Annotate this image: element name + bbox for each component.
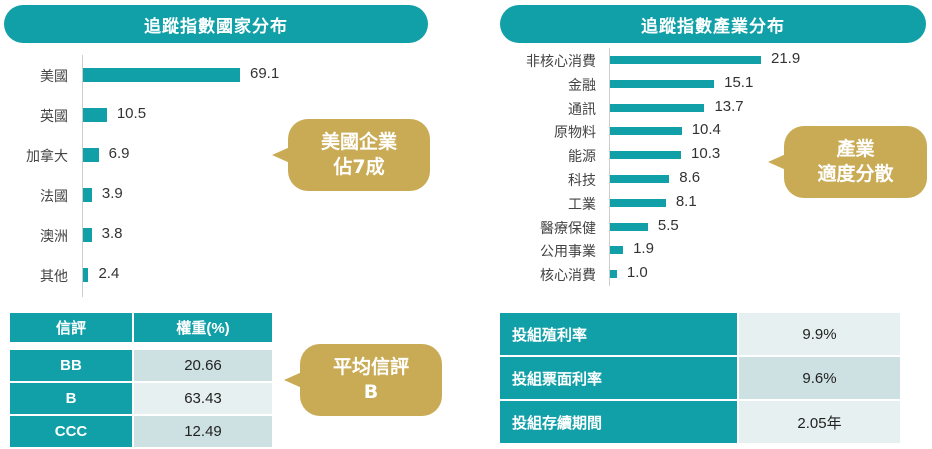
portfolio-table: 投組殖利率 9.9% 投組票面利率 9.6% 投組存續期間 2.05年 <box>498 311 902 445</box>
table-row: 投組票面利率 9.6% <box>500 357 900 399</box>
bar <box>610 222 648 231</box>
metric-label: 投組存續期間 <box>500 401 737 443</box>
value-label: 21.9 <box>771 50 801 67</box>
callout-line: 美國企業 <box>320 131 397 154</box>
weight-cell: 63.43 <box>134 383 272 414</box>
category-label: 原物料 <box>554 125 596 142</box>
value-label: 10.3 <box>691 145 721 163</box>
metric-value: 9.6% <box>739 357 900 399</box>
bar <box>83 188 92 202</box>
weight-cell: 12.49 <box>134 416 272 447</box>
header-weight: 權重(%) <box>134 313 272 342</box>
country-axis <box>82 55 83 297</box>
value-label: 10.4 <box>691 121 721 139</box>
metric-label: 投組殖利率 <box>500 313 737 355</box>
table-row: BB 20.66 <box>10 350 272 381</box>
bar <box>83 108 107 122</box>
callout-line: B <box>363 381 379 403</box>
bar <box>83 228 92 242</box>
bar <box>83 68 240 82</box>
rating-cell: BB <box>10 350 132 381</box>
callout-line: 適度分散 <box>817 163 894 185</box>
callout-line: 產業 <box>836 138 875 161</box>
value-label: 1.0 <box>626 264 648 282</box>
table-row: B 63.43 <box>10 383 272 414</box>
bar <box>610 246 624 255</box>
bar <box>83 268 89 282</box>
value-label: 69.1 <box>250 65 280 82</box>
sector-chart-title: 追蹤指數產業分布 <box>500 5 926 43</box>
bar <box>610 175 670 183</box>
value-label: 13.7 <box>714 97 744 115</box>
value-label: 8.6 <box>679 169 701 186</box>
table-row: 投組殖利率 9.9% <box>500 313 900 355</box>
sector-axis <box>609 48 610 286</box>
value-label: 6.9 <box>108 145 130 162</box>
category-label: 英國 <box>40 109 68 125</box>
country-chart-title: 追蹤指數國家分布 <box>4 5 428 43</box>
callout-line: 平均信評 <box>332 356 409 379</box>
bar <box>610 127 682 136</box>
category-label: 公用事業 <box>540 244 596 261</box>
rating-cell: CCC <box>10 416 132 447</box>
value-label: 10.5 <box>116 105 147 122</box>
country-callout: 美國企業 佔7成 <box>272 119 430 191</box>
category-label: 其他 <box>40 269 68 285</box>
bar <box>610 103 705 112</box>
bar <box>610 270 617 279</box>
table-row: 投組存續期間 2.05年 <box>500 401 900 443</box>
category-label: 美國 <box>40 69 68 85</box>
value-label: 1.9 <box>633 240 654 258</box>
rating-callout: 平均信評 B <box>284 344 442 416</box>
category-label: 通訊 <box>568 101 596 118</box>
value-label: 3.8 <box>101 225 123 242</box>
weight-cell: 20.66 <box>134 350 272 381</box>
category-label: 澳洲 <box>40 229 68 245</box>
category-label: 能源 <box>568 149 596 166</box>
rating-cell: B <box>10 383 132 414</box>
value-label: 3.9 <box>101 185 123 202</box>
header-rating: 信評 <box>10 313 132 342</box>
category-label: 科技 <box>568 173 596 189</box>
bar <box>610 198 666 207</box>
sector-callout: 產業 適度分散 <box>768 126 927 198</box>
value-label: 8.1 <box>675 192 697 210</box>
value-label: 5.5 <box>657 216 679 234</box>
category-label: 金融 <box>568 77 596 94</box>
category-label: 工業 <box>568 196 596 213</box>
callout-line: 佔7成 <box>333 156 385 178</box>
bar <box>610 79 715 88</box>
category-label: 加拿大 <box>26 149 68 165</box>
metric-value: 2.05年 <box>739 401 900 443</box>
metric-value: 9.9% <box>739 313 900 355</box>
rating-table: 信評 權重(%) BB 20.66 B 63.43 CCC 12.49 <box>8 311 274 449</box>
value-label: 15.1 <box>724 73 754 91</box>
category-label: 醫療保健 <box>540 220 596 237</box>
table-row: CCC 12.49 <box>10 416 272 447</box>
category-label: 法國 <box>40 189 68 205</box>
category-label: 核心消費 <box>540 268 596 285</box>
value-label: 2.4 <box>98 265 120 282</box>
bar <box>610 56 761 64</box>
metric-label: 投組票面利率 <box>500 357 737 399</box>
bar <box>83 148 99 162</box>
category-label: 非核心消費 <box>526 54 596 70</box>
bar <box>610 151 682 160</box>
